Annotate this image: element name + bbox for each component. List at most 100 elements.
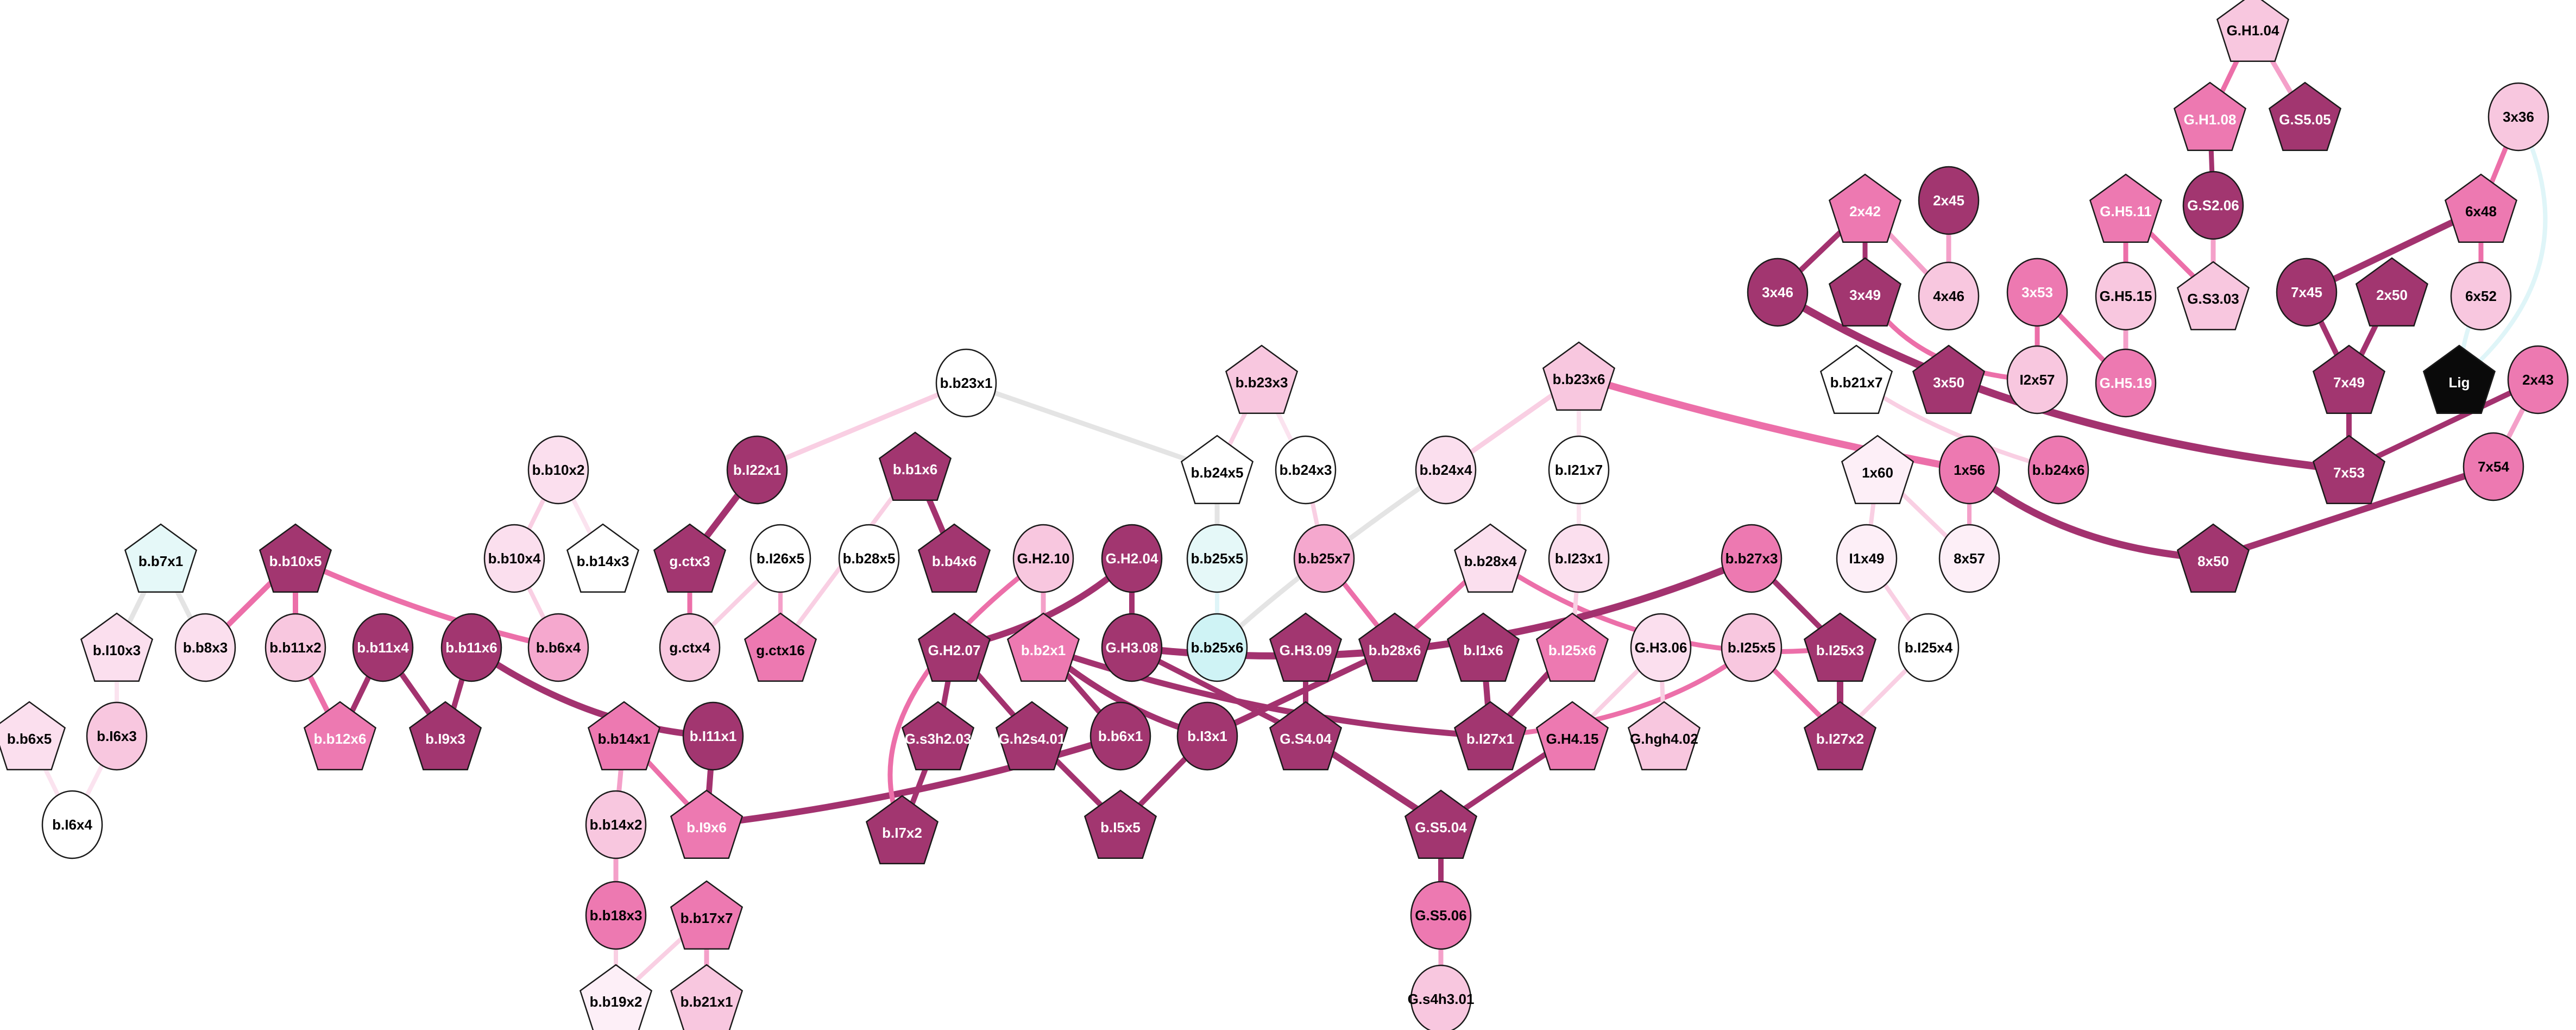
node-b.b24x4[interactable]: b.b24x4 <box>1415 435 1477 505</box>
node-G.S5.06[interactable]: G.S5.06 <box>1410 881 1472 950</box>
node-b.I26x5[interactable]: b.I26x5 <box>750 524 811 593</box>
node-G.h2s4.01[interactable]: G.h2s4.01 <box>995 701 1069 771</box>
node-G.H3.08[interactable]: G.H3.08 <box>1101 613 1163 682</box>
node-b.I25x5[interactable]: b.I25x5 <box>1721 613 1783 682</box>
edges-layer <box>27 25 2548 1002</box>
node-b.I6x4[interactable]: b.I6x4 <box>41 790 103 859</box>
node-shape-circle-8x57 <box>1938 524 2000 593</box>
node-G.H5.19[interactable]: G.H5.19 <box>2095 348 2157 418</box>
node-shape-pentagon-b.I9x3 <box>408 701 482 771</box>
node-b.b18x3[interactable]: b.b18x3 <box>585 881 647 950</box>
node-3x53[interactable]: 3x53 <box>2006 258 2068 327</box>
node-b.I25x4[interactable]: b.I25x4 <box>1898 613 1960 682</box>
node-8x57[interactable]: 8x57 <box>1938 524 2000 593</box>
node-1x56[interactable]: 1x56 <box>1938 435 2000 505</box>
node-b.b10x5[interactable]: b.b10x5 <box>259 523 332 593</box>
node-b.b6x4[interactable]: b.b6x4 <box>527 613 589 682</box>
node-I2x57[interactable]: I2x57 <box>2006 345 2068 414</box>
node-shape-circle-b.b11x4 <box>352 613 414 682</box>
node-G.H2.07[interactable]: G.H2.07 <box>917 612 991 682</box>
node-b.b21x7[interactable]: b.b21x7 <box>1819 344 1893 414</box>
node-7x53[interactable]: 7x53 <box>2312 435 2386 505</box>
node-b.I3x1[interactable]: b.I3x1 <box>1176 701 1238 771</box>
node-b.I7x2[interactable]: b.I7x2 <box>865 795 939 865</box>
node-b.b28x5[interactable]: b.b28x5 <box>838 524 900 593</box>
node-b.b14x2[interactable]: b.b14x2 <box>585 790 647 859</box>
node-7x45[interactable]: 7x45 <box>2276 258 2338 327</box>
node-4x46[interactable]: 4x46 <box>1918 261 1980 331</box>
node-2x43[interactable]: 2x43 <box>2507 345 2569 414</box>
node-G.H1.04[interactable]: G.H1.04 <box>2216 0 2290 62</box>
node-b.I21x7[interactable]: b.I21x7 <box>1548 435 1610 505</box>
node-6x52[interactable]: 6x52 <box>2450 261 2512 331</box>
node-G.S5.04[interactable]: G.S5.04 <box>1404 789 1478 859</box>
node-b.b12x6[interactable]: b.b12x6 <box>303 701 377 771</box>
node-b.b21x1[interactable]: b.b21x1 <box>670 964 744 1030</box>
node-b.b25x5[interactable]: b.b25x5 <box>1186 524 1248 593</box>
node-7x54[interactable]: 7x54 <box>2462 432 2524 501</box>
node-b.b2x1[interactable]: b.b2x1 <box>1006 612 1080 682</box>
node-shape-pentagon-b.b7x1 <box>124 523 198 593</box>
node-b.b27x3[interactable]: b.b27x3 <box>1721 524 1783 593</box>
node-g.ctx16[interactable]: g.ctx16 <box>744 612 817 682</box>
node-3x49[interactable]: 3x49 <box>1828 257 1902 327</box>
node-b.b8x3[interactable]: b.b8x3 <box>174 613 236 682</box>
node-b.b25x6[interactable]: b.b25x6 <box>1186 613 1248 682</box>
node-b.b11x4[interactable]: b.b11x4 <box>352 613 414 682</box>
node-shape-pentagon-b.b14x1 <box>587 701 661 771</box>
node-b.b1x6[interactable]: b.b1x6 <box>878 431 952 501</box>
node-2x50[interactable]: 2x50 <box>2355 257 2429 327</box>
node-b.I9x3[interactable]: b.I9x3 <box>408 701 482 771</box>
node-b.b24x5[interactable]: b.b24x5 <box>1180 435 1254 505</box>
node-shape-pentagon-G.h2s4.01 <box>995 701 1069 771</box>
node-G.s3h2.03[interactable]: G.s3h2.03 <box>901 701 975 771</box>
node-b.b4x6[interactable]: b.b4x6 <box>917 523 991 593</box>
node-6x48[interactable]: 6x48 <box>2444 173 2518 243</box>
node-3x46[interactable]: 3x46 <box>1747 258 1809 327</box>
node-G.s4h3.01[interactable]: G.s4h3.01 <box>1408 964 1475 1030</box>
node-b.I6x3[interactable]: b.I6x3 <box>86 701 148 771</box>
node-G.H1.08[interactable]: G.H1.08 <box>2173 81 2247 152</box>
node-7x49[interactable]: 7x49 <box>2312 344 2386 414</box>
node-3x36[interactable]: 3x36 <box>2487 82 2549 152</box>
node-G.H2.04[interactable]: G.H2.04 <box>1101 524 1163 593</box>
node-b.b28x4[interactable]: b.b28x4 <box>1453 523 1527 593</box>
node-b.I11x1[interactable]: b.I11x1 <box>682 701 744 771</box>
node-b.b24x3[interactable]: b.b24x3 <box>1275 435 1337 505</box>
node-G.S5.05[interactable]: G.S5.05 <box>2268 81 2342 152</box>
node-G.H3.06[interactable]: G.H3.06 <box>1630 613 1692 682</box>
node-b.b11x6[interactable]: b.b11x6 <box>440 613 502 682</box>
node-b.b14x3[interactable]: b.b14x3 <box>566 523 640 593</box>
node-b.b23x1[interactable]: b.b23x1 <box>935 348 997 418</box>
node-G.H5.11[interactable]: G.H5.11 <box>2089 173 2163 243</box>
node-b.b24x6[interactable]: b.b24x6 <box>2027 435 2089 505</box>
node-3x50[interactable]: 3x50 <box>1912 344 1986 414</box>
node-b.b10x4[interactable]: b.b10x4 <box>483 524 545 593</box>
node-b.b6x1[interactable]: b.b6x1 <box>1089 701 1151 771</box>
node-2x42[interactable]: 2x42 <box>1828 173 1902 243</box>
node-b.I1x6[interactable]: b.I1x6 <box>1446 612 1520 682</box>
node-b.b17x7[interactable]: b.b17x7 <box>670 880 744 950</box>
node-b.b10x2[interactable]: b.b10x2 <box>527 435 589 505</box>
node-b.I22x1[interactable]: b.I22x1 <box>726 435 788 505</box>
node-g.ctx3[interactable]: g.ctx3 <box>653 523 727 593</box>
node-b.b23x3[interactable]: b.b23x3 <box>1225 344 1299 414</box>
node-b.b11x2[interactable]: b.b11x2 <box>264 613 326 682</box>
node-b.I10x3[interactable]: b.I10x3 <box>80 612 154 682</box>
node-I1x49[interactable]: I1x49 <box>1836 524 1898 593</box>
node-G.S2.06[interactable]: G.S2.06 <box>2182 171 2244 240</box>
node-shape-circle-b.I21x7 <box>1548 435 1610 505</box>
node-b.I23x1[interactable]: b.I23x1 <box>1548 524 1610 593</box>
node-b.b6x5[interactable]: b.b6x5 <box>0 701 66 771</box>
node-8x50[interactable]: 8x50 <box>2176 523 2250 593</box>
node-b.b25x7[interactable]: b.b25x7 <box>1293 524 1355 593</box>
node-b.b23x6[interactable]: b.b23x6 <box>1542 341 1616 411</box>
node-G.H3.09[interactable]: G.H3.09 <box>1269 612 1343 682</box>
node-b.b7x1[interactable]: b.b7x1 <box>124 523 198 593</box>
node-g.ctx4[interactable]: g.ctx4 <box>659 613 721 682</box>
node-G.H5.15[interactable]: G.H5.15 <box>2095 261 2157 331</box>
node-G.H2.10[interactable]: G.H2.10 <box>1012 524 1074 593</box>
edge-7x54-8x50 <box>2210 463 2497 562</box>
node-G.hgh4.02[interactable]: G.hgh4.02 <box>1627 701 1701 771</box>
node-2x45[interactable]: 2x45 <box>1918 166 1980 235</box>
